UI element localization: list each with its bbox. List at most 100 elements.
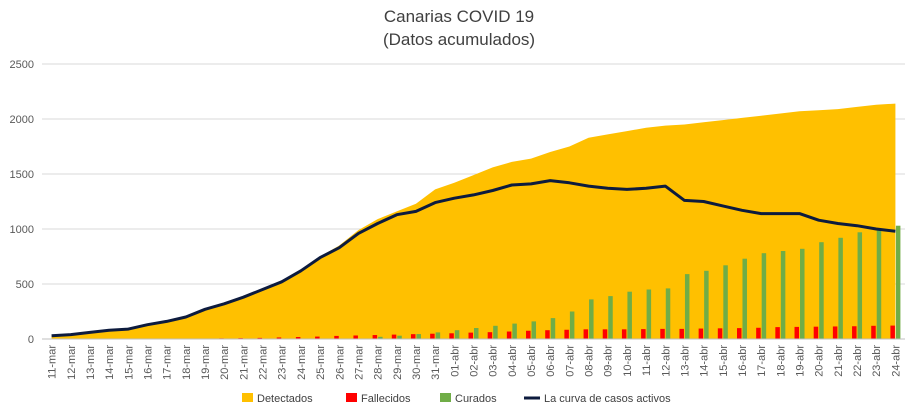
bar-curados <box>742 259 747 339</box>
bar-curados <box>608 296 613 339</box>
bar-fallecidos <box>718 328 723 339</box>
bar-curados <box>416 334 421 339</box>
y-tick-label: 1000 <box>10 224 34 236</box>
bar-fallecidos <box>507 332 512 339</box>
bar-fallecidos <box>564 330 569 339</box>
x-tick-label: 12-mar <box>66 345 78 380</box>
bar-fallecidos <box>373 335 378 339</box>
x-tick-label: 06-abr <box>545 345 557 377</box>
x-tick-label: 03-abr <box>488 345 500 377</box>
x-tick-label: 08-abr <box>584 345 596 377</box>
bar-fallecidos <box>699 329 704 339</box>
x-tick-label: 17-mar <box>162 345 174 380</box>
bar-fallecidos <box>392 335 397 339</box>
x-tick-label: 24-abr <box>890 345 902 377</box>
bar-fallecidos <box>469 333 474 339</box>
x-tick-label: 11-mar <box>47 345 59 379</box>
x-tick-label: 16-mar <box>142 345 154 380</box>
bar-curados <box>762 253 767 339</box>
x-tick-label: 18-mar <box>181 345 193 380</box>
x-tick-label: 25-mar <box>315 345 327 380</box>
legend-label: La curva de casos activos <box>544 393 671 405</box>
bar-curados <box>570 312 575 340</box>
bar-curados <box>436 332 441 339</box>
bar-fallecidos <box>814 327 819 339</box>
bar-curados <box>666 288 671 339</box>
x-tick-label: 20-abr <box>814 345 826 377</box>
bar-curados <box>723 265 728 339</box>
bar-fallecidos <box>775 327 780 339</box>
bar-fallecidos <box>737 328 742 339</box>
bar-fallecidos <box>584 329 589 339</box>
x-tick-label: 23-abr <box>871 345 883 377</box>
x-tick-label: 11-abr <box>641 345 653 376</box>
x-tick-label: 24-mar <box>296 345 308 380</box>
x-tick-label: 22-mar <box>258 345 270 380</box>
bar-fallecidos <box>411 334 416 339</box>
x-tick-label: 21-abr <box>833 345 845 377</box>
x-tick-label: 02-abr <box>469 345 481 377</box>
x-tick-label: 18-abr <box>775 345 787 377</box>
x-tick-label: 28-mar <box>373 345 385 380</box>
bar-curados <box>704 271 709 339</box>
bar-curados <box>627 292 632 339</box>
bar-curados <box>838 238 843 339</box>
chart-title: Canarias COVID 19 <box>384 7 534 26</box>
x-tick-label: 10-abr <box>622 345 634 377</box>
x-tick-label: 05-abr <box>526 345 538 377</box>
legend-swatch <box>440 393 451 402</box>
bar-curados <box>685 274 690 339</box>
x-tick-label: 17-abr <box>756 345 768 377</box>
bar-curados <box>781 251 786 339</box>
bar-fallecidos <box>353 335 358 339</box>
legend-swatch <box>242 393 253 402</box>
x-tick-label: 19-mar <box>200 345 212 380</box>
y-tick-label: 2000 <box>10 114 34 126</box>
x-tick-label: 19-abr <box>795 345 807 377</box>
x-tick-label: 26-mar <box>334 345 346 380</box>
bar-fallecidos <box>833 326 838 339</box>
bar-fallecidos <box>430 334 435 339</box>
x-tick-label: 12-abr <box>660 345 672 377</box>
x-tick-label: 15-abr <box>718 345 730 377</box>
bar-fallecidos <box>545 330 550 339</box>
bar-fallecidos <box>603 329 608 339</box>
bar-curados <box>877 229 882 339</box>
bar-fallecidos <box>871 326 876 339</box>
legend-label: Fallecidos <box>361 393 411 405</box>
bar-fallecidos <box>756 328 761 339</box>
y-tick-label: 0 <box>28 334 34 346</box>
x-tick-label: 13-abr <box>679 345 691 377</box>
bar-curados <box>532 321 537 339</box>
bar-curados <box>474 328 479 339</box>
area-series-detectados <box>52 104 896 339</box>
x-tick-label: 13-mar <box>85 345 97 380</box>
bar-fallecidos <box>679 329 684 339</box>
x-tick-label: 31-mar <box>430 345 442 380</box>
x-tick-label: 16-abr <box>737 345 749 377</box>
bar-curados <box>647 290 652 340</box>
x-tick-label: 29-mar <box>392 345 404 380</box>
bar-curados <box>551 318 556 339</box>
x-tick-label: 21-mar <box>238 345 250 380</box>
bar-fallecidos <box>852 326 857 339</box>
y-tick-label: 2500 <box>10 59 34 71</box>
x-tick-label: 15-mar <box>123 345 135 380</box>
x-tick-label: 14-abr <box>699 345 711 377</box>
legend-label: Detectados <box>257 393 313 405</box>
chart-subtitle: (Datos acumulados) <box>383 30 535 49</box>
legend-swatch <box>346 393 357 402</box>
x-tick-label: 04-abr <box>507 345 519 377</box>
bar-curados <box>819 242 824 339</box>
bar-fallecidos <box>890 326 895 339</box>
x-tick-label: 20-mar <box>219 345 231 380</box>
x-tick-label: 07-abr <box>564 345 576 377</box>
bar-fallecidos <box>449 333 454 339</box>
x-tick-label: 01-abr <box>449 345 461 377</box>
bar-fallecidos <box>660 329 665 339</box>
bar-curados <box>896 226 901 339</box>
y-tick-label: 1500 <box>10 169 34 181</box>
bar-fallecidos <box>641 329 646 339</box>
